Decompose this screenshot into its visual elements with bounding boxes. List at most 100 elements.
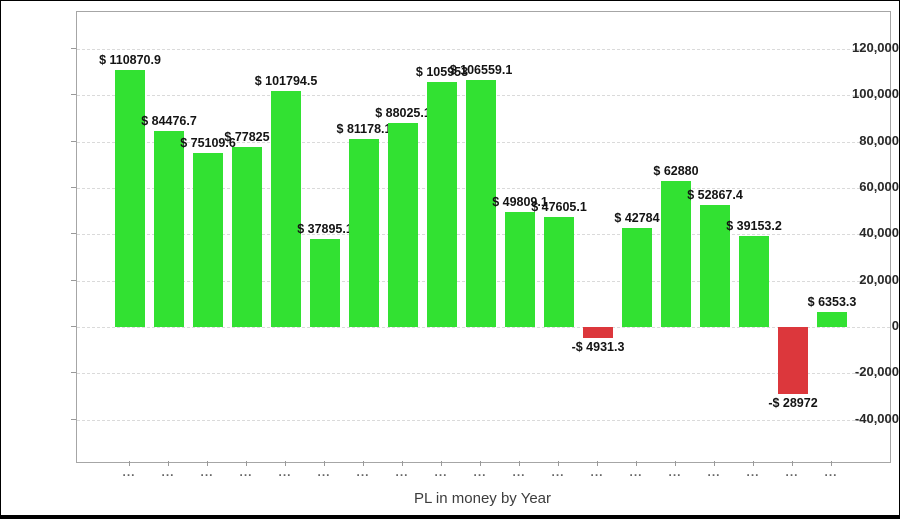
bar-group: -$ 28972 — [77, 12, 890, 462]
bar-group: -$ 4931.3 — [77, 12, 890, 462]
y-tick-mark — [71, 48, 76, 49]
x-tick-mark — [831, 461, 832, 466]
bar-value-label: $ 81178.1 — [336, 122, 392, 136]
bar-negative — [583, 327, 613, 338]
bar-positive — [115, 70, 145, 327]
bar-positive — [817, 312, 847, 327]
y-tick-mark — [71, 187, 76, 188]
x-tick-mark — [441, 461, 442, 466]
bar-value-label: $ 75109.6 — [180, 136, 236, 150]
x-tick-mark — [792, 461, 793, 466]
bar-positive — [544, 217, 574, 327]
bar-positive — [271, 91, 301, 327]
bar-value-label: -$ 28972 — [768, 396, 818, 410]
bar-positive — [154, 131, 184, 327]
bar-group: $ 106559.1 — [77, 12, 890, 462]
bar-group: $ 84476.7 — [77, 12, 890, 462]
bar-positive — [232, 147, 262, 327]
bar-value-label: $ 101794.5 — [254, 74, 318, 88]
x-tick-mark — [714, 461, 715, 466]
x-tick-mark — [675, 461, 676, 466]
x-tick-mark — [168, 461, 169, 466]
y-tick-mark — [71, 372, 76, 373]
bar-group: $ 110870.9 — [77, 12, 890, 462]
y-tick-label: 60,000 — [859, 179, 899, 194]
y-tick-mark — [71, 233, 76, 234]
y-tick-label: 80,000 — [859, 133, 899, 148]
bar-positive — [622, 228, 652, 327]
y-tick-label: 20,000 — [859, 272, 899, 287]
x-tick-mark — [285, 461, 286, 466]
x-tick-label: ... — [161, 465, 175, 479]
bar-group: $ 81178.1 — [77, 12, 890, 462]
y-tick-label: 100,000 — [852, 86, 899, 101]
bar-group: $ 47605.1 — [77, 12, 890, 462]
x-tick-label: ... — [278, 465, 292, 479]
x-axis-title: PL in money by Year — [413, 490, 552, 507]
x-tick-label: ... — [239, 465, 253, 479]
y-tick-mark — [71, 419, 76, 420]
bar-value-label: $ 49809.1 — [492, 195, 548, 209]
y-tick-mark — [71, 141, 76, 142]
x-tick-mark — [636, 461, 637, 466]
bar-value-label: $ 52867.4 — [687, 188, 743, 202]
gridline — [77, 373, 890, 374]
bar-group: $ 49809.1 — [77, 12, 890, 462]
gridline — [77, 49, 890, 50]
bar-positive — [466, 80, 496, 327]
bar-group: $ 88025.1 — [77, 12, 890, 462]
bar-value-label: $ 84476.7 — [141, 114, 197, 128]
bar-group: $ 52867.4 — [77, 12, 890, 462]
y-tick-label: -20,000 — [854, 364, 899, 379]
bar-positive — [349, 139, 379, 327]
x-tick-label: ... — [590, 465, 604, 479]
bar-group: $ 39153.2 — [77, 12, 890, 462]
bar-value-label: $ 88025.1 — [375, 106, 431, 120]
bar-positive — [700, 205, 730, 327]
x-tick-label: ... — [512, 465, 526, 479]
bar-value-label: $ 39153.2 — [726, 219, 782, 233]
bar-value-label: $ 6353.3 — [807, 295, 857, 309]
bar-value-label: $ 37895.1 — [297, 222, 353, 236]
y-tick-mark — [71, 326, 76, 327]
bar-positive — [739, 236, 769, 327]
y-tick-mark — [71, 280, 76, 281]
bar-negative — [778, 327, 808, 394]
bar-positive — [310, 239, 340, 327]
x-tick-label: ... — [473, 465, 487, 479]
plot-area: $ 110870.9 $ 84476.7 $ 75109.6 $ 77825 $ 101… — [76, 11, 891, 463]
bar-group: $ 105953 — [77, 12, 890, 462]
bar-group: $ 37895.1 — [77, 12, 890, 462]
bar-positive — [505, 212, 535, 327]
x-tick-mark — [402, 461, 403, 466]
bar-value-label: $ 106559.1 — [449, 63, 513, 77]
bar-value-label: $ 77825 — [224, 130, 270, 144]
x-tick-mark — [480, 461, 481, 466]
x-tick-label: ... — [317, 465, 331, 479]
x-tick-label: ... — [668, 465, 682, 479]
x-tick-mark — [519, 461, 520, 466]
x-tick-mark — [363, 461, 364, 466]
bar-value-label: -$ 4931.3 — [571, 340, 625, 354]
bar-positive — [661, 181, 691, 327]
bar-group: $ 62880 — [77, 12, 890, 462]
x-tick-mark — [324, 461, 325, 466]
x-tick-label: ... — [122, 465, 136, 479]
x-tick-mark — [558, 461, 559, 466]
bar-value-label: $ 110870.9 — [99, 53, 161, 67]
x-tick-label: ... — [200, 465, 214, 479]
gridline — [77, 327, 890, 328]
gridline — [77, 420, 890, 421]
x-tick-label: ... — [395, 465, 409, 479]
x-tick-label: ... — [356, 465, 370, 479]
x-tick-mark — [207, 461, 208, 466]
bar-group: $ 6353.3 — [77, 12, 890, 462]
x-tick-mark — [597, 461, 598, 466]
bar-positive — [388, 123, 418, 327]
bar-positive — [193, 153, 223, 327]
y-tick-mark — [71, 94, 76, 95]
y-tick-label: 40,000 — [859, 225, 899, 240]
x-tick-mark — [129, 461, 130, 466]
bar-group: $ 101794.5 — [77, 12, 890, 462]
x-tick-label: ... — [551, 465, 565, 479]
